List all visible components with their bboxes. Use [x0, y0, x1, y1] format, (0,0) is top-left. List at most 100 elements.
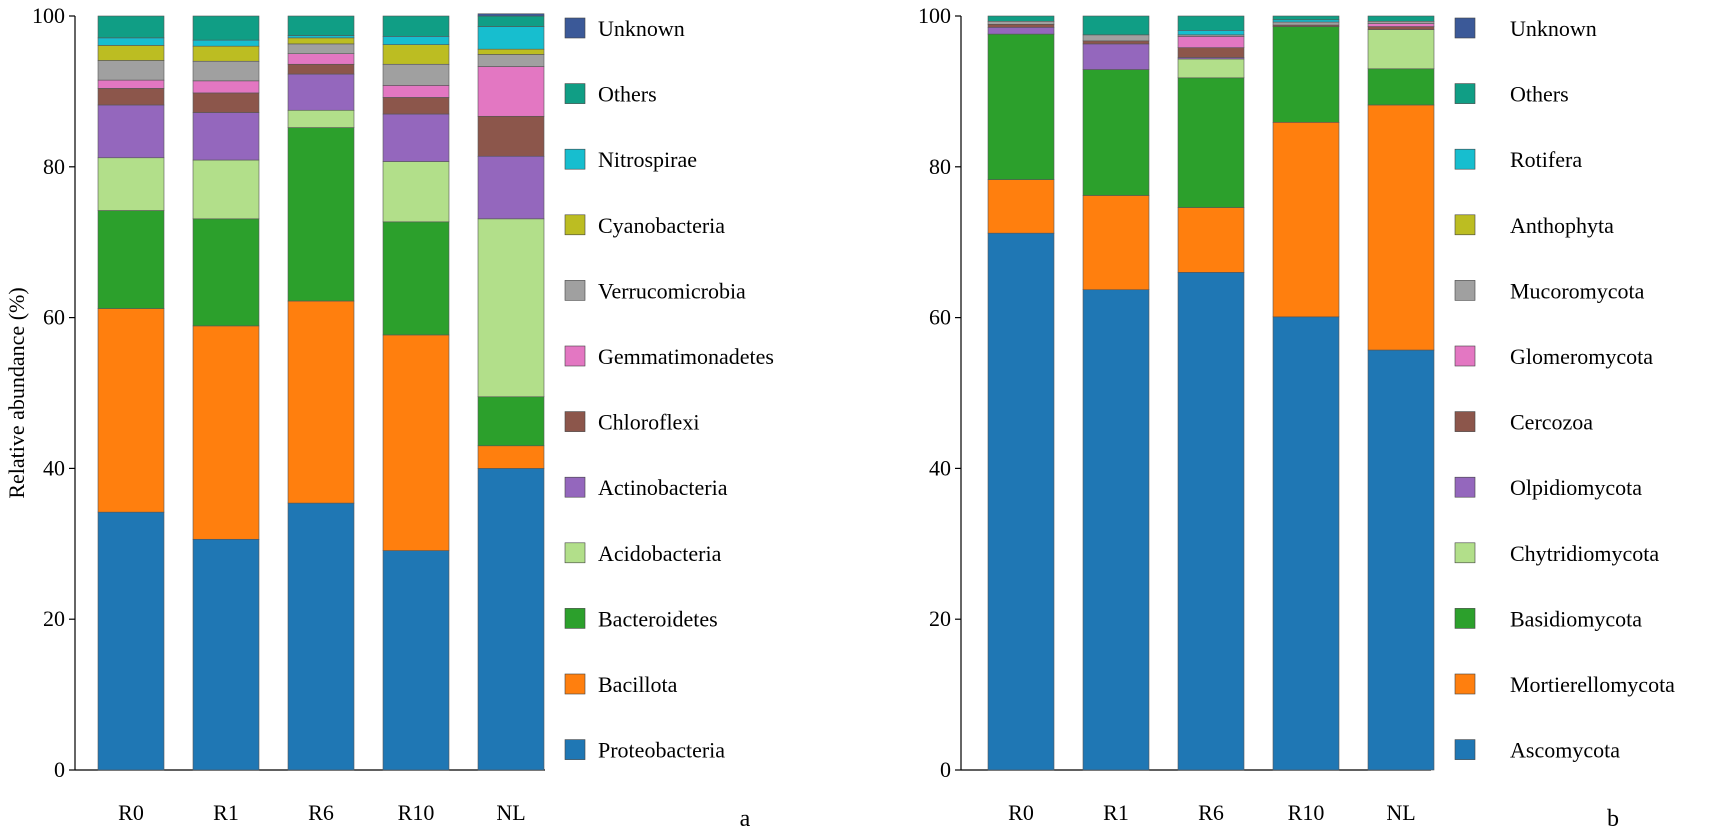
- legend-label: Glomeromycota: [1510, 344, 1653, 369]
- bar-segment-basidiomycota: [1082, 69, 1150, 196]
- legend-label: Cyanobacteria: [598, 213, 725, 238]
- bar-segment-glomeromycota: [1367, 23, 1435, 27]
- legend-swatch: [1454, 17, 1476, 39]
- legend-label: Bacteroidetes: [598, 606, 718, 631]
- bar-segment-others: [97, 15, 165, 39]
- legend-swatch: [564, 17, 586, 39]
- bar-segment-basidiomycota: [1272, 26, 1340, 123]
- bar-segment-chloroflexi: [287, 63, 355, 75]
- bar-segment-nitrospirae: [287, 35, 355, 39]
- legend-swatch: [1454, 411, 1476, 432]
- bar-segment-nitrospirae: [382, 36, 450, 45]
- y-tick-label: 60: [929, 305, 951, 330]
- legend-swatch: [1454, 280, 1476, 301]
- bar-segment-acidobacteria: [382, 161, 450, 223]
- bar-segment-mortierellomycota: [987, 179, 1055, 234]
- bar-segment-bacteroidetes: [287, 127, 355, 302]
- bar-segment-others: [1272, 15, 1340, 21]
- x-category-label: NL: [1386, 800, 1415, 825]
- legend-swatch: [1454, 214, 1476, 236]
- legend-swatch: [564, 411, 586, 432]
- y-tick-label: 80: [929, 154, 951, 179]
- bar-segment-mortierellomycota: [1082, 195, 1150, 291]
- bar-segment-actinobacteria: [97, 104, 165, 159]
- bar-segment-proteobacteria: [477, 468, 545, 771]
- bar-segment-others: [382, 15, 450, 37]
- y-tick-label: 20: [929, 606, 951, 631]
- bar-segment-chloroflexi: [97, 88, 165, 106]
- y-tick-label: 60: [43, 305, 65, 330]
- legend-swatch: [1454, 542, 1476, 564]
- bar-segment-others: [192, 15, 260, 41]
- bar-segment-basidiomycota: [987, 33, 1055, 180]
- legend-swatch: [564, 83, 586, 104]
- legend-swatch: [564, 673, 586, 695]
- bar-segment-basidiomycota: [1177, 77, 1245, 208]
- bar-segment-gemmatimonadetes: [287, 53, 355, 65]
- panel-b-fungi-chart: 0 20 40 60 80 100 R0 R1 R6 R10 NL Unknown Others Roti…: [918, 3, 1675, 832]
- y-tick-label: 80: [43, 154, 65, 179]
- bar-segment-mucoromycota: [1082, 34, 1150, 42]
- bar-segment-gemmatimonadetes: [382, 85, 450, 98]
- legend-swatch: [1454, 739, 1476, 760]
- panel-label: a: [740, 806, 751, 832]
- bar-segment-cyanobacteria: [382, 44, 450, 65]
- bar-segment-nitrospirae: [192, 39, 260, 47]
- bar-segment-verrucomicrobia: [287, 43, 355, 54]
- legend-label: Ascomycota: [1510, 738, 1620, 763]
- panel-a-bacteria-chart: 0 20 40 60 80 100 Relative abundance (%) R0 R1 R6…: [4, 3, 774, 832]
- bar-segment-verrucomicrobia: [382, 63, 450, 86]
- bar-segment-cyanobacteria: [192, 45, 260, 62]
- legend-swatch: [1454, 345, 1476, 367]
- y-tick-label: 0: [940, 757, 951, 782]
- bar-segment-cyanobacteria: [287, 37, 355, 45]
- y-tick-label: 100: [32, 3, 65, 28]
- bar-segment-cercozoa: [1177, 47, 1245, 58]
- bar-segment-acidobacteria: [192, 159, 260, 220]
- bar-segment-ascomycota: [1367, 349, 1435, 771]
- x-category-label: R6: [1198, 800, 1224, 825]
- bar-segment-cercozoa: [987, 23, 1055, 28]
- bar-segment-proteobacteria: [382, 550, 450, 771]
- legend-label: Unknown: [598, 16, 685, 41]
- bar-segment-actinobacteria: [192, 112, 260, 161]
- bar-segment-bacteroidetes: [192, 218, 260, 327]
- x-category-label: R6: [308, 800, 334, 825]
- x-category-label: R0: [118, 800, 144, 825]
- bar-segment-olpidiomycota: [987, 27, 1055, 35]
- bar-segment-mucoromycota: [1367, 20, 1435, 24]
- bar-segment-actinobacteria: [287, 73, 355, 111]
- bar-segment-acidobacteria: [287, 109, 355, 128]
- bar-segment-mucoromycota: [1272, 21, 1340, 26]
- bar-segment-glomeromycota: [1177, 36, 1245, 48]
- bar-segment-others: [1367, 15, 1435, 22]
- legend-swatch: [1454, 148, 1476, 170]
- bar-segment-others: [477, 15, 545, 27]
- bar-segment-nitrospirae: [97, 37, 165, 46]
- bar-segment-verrucomicrobia: [97, 60, 165, 81]
- legend-label: Gemmatimonadetes: [598, 344, 774, 369]
- bar-segment-gemmatimonadetes: [97, 79, 165, 89]
- legend-label: Olpidiomycota: [1510, 475, 1642, 500]
- y-tick-label: 0: [54, 757, 65, 782]
- bar-segment-chytridiomycota: [1177, 58, 1245, 79]
- legend-swatch: [1454, 673, 1476, 695]
- bar-segment-others: [287, 15, 355, 36]
- legend-label: Bacillota: [598, 672, 678, 697]
- bar-segment-basidiomycota: [1367, 68, 1435, 106]
- bar-segment-mucoromycota: [987, 20, 1055, 25]
- bar-segment-chloroflexi: [192, 92, 260, 113]
- x-category-label: R1: [213, 800, 239, 825]
- legend-swatch: [564, 739, 586, 760]
- bar-segment-verrucomicrobia: [192, 60, 260, 82]
- x-category-label: R10: [398, 800, 435, 825]
- bar-segment-bacteroidetes: [382, 221, 450, 336]
- bar-segment-mortierellomycota: [1272, 122, 1340, 318]
- bar-segment-unknown: [477, 13, 545, 17]
- legend-label: Mucoromycota: [1510, 278, 1645, 303]
- legend-swatch: [564, 214, 586, 236]
- legend-label: Nitrospirae: [598, 147, 697, 172]
- legend-label: Acidobacteria: [598, 541, 722, 566]
- bar-segment-ascomycota: [1272, 316, 1340, 771]
